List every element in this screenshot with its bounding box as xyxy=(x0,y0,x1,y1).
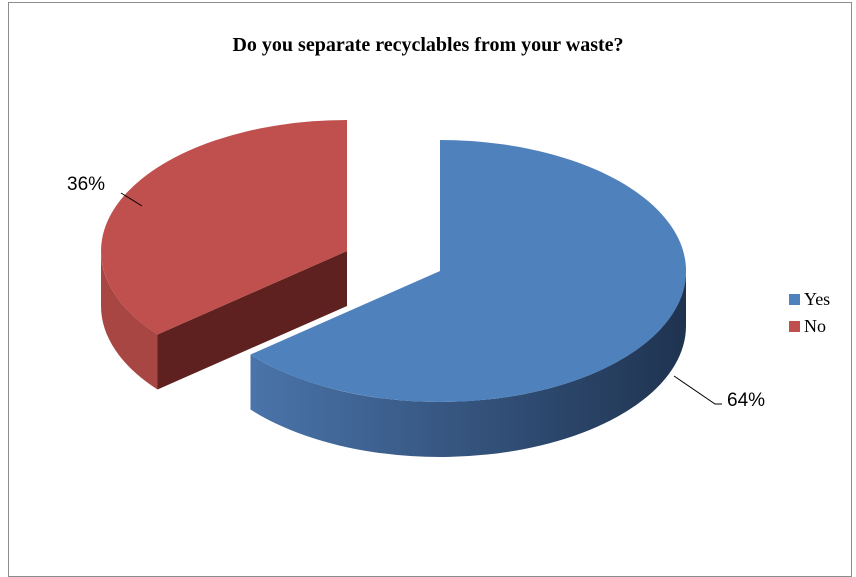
slice-yes-top xyxy=(250,140,687,403)
slice-no-side-outer xyxy=(101,251,158,390)
chart-title: Do you separate recyclables from your wa… xyxy=(232,34,624,56)
data-label-yes: 64% xyxy=(727,390,766,411)
leader-line-yes xyxy=(673,375,722,405)
legend-label-no: No xyxy=(804,316,826,336)
slice-no-side-cut xyxy=(157,251,347,390)
leader-line-no xyxy=(120,192,143,207)
legend-swatch-no xyxy=(789,321,800,332)
slice-no-top xyxy=(101,120,347,335)
data-label-no: 36% xyxy=(67,174,106,195)
legend-swatch-yes xyxy=(789,294,800,305)
legend-item-no: No xyxy=(789,313,830,340)
slice-yes-side-outer xyxy=(250,271,686,457)
legend: Yes No xyxy=(789,286,830,340)
pie-plot xyxy=(101,120,722,457)
legend-item-yes: Yes xyxy=(789,286,830,313)
legend-label-yes: Yes xyxy=(804,289,831,309)
